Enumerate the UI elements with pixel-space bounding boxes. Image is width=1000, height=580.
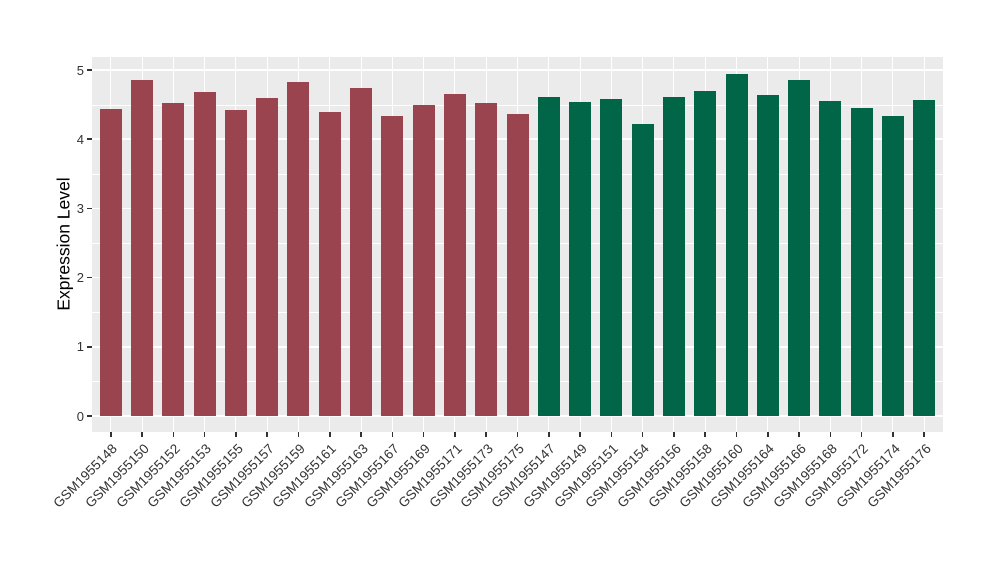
y-tick-label-4: 4 [76,131,84,147]
bar-GSM1955152 [162,103,185,416]
plot-panel [92,57,943,432]
bar-GSM1955166 [788,80,811,416]
bar-GSM1955155 [224,110,247,416]
bar-GSM1955167 [381,115,404,416]
y-tick-mark-3 [87,207,92,210]
x-tick-mark-GSM1955150 [141,432,143,437]
y-tick-label-2: 2 [76,270,84,286]
x-tick-mark-GSM1955168 [829,432,832,437]
bar-GSM1955158 [694,90,717,416]
x-tick-mark-GSM1955171 [454,432,456,437]
x-tick-mark-GSM1955148 [110,432,112,437]
x-tick-mark-GSM1955154 [641,432,644,437]
x-tick-mark-GSM1955161 [329,432,331,437]
x-tick-mark-GSM1955176 [923,432,925,437]
bar-GSM1955147 [537,96,560,416]
bar-GSM1955173 [475,103,498,416]
bar-GSM1955154 [631,123,654,416]
bar-GSM1955172 [850,108,873,416]
bar-GSM1955163 [350,87,373,416]
x-tick-mark-GSM1955147 [548,432,550,437]
bar-GSM1955169 [412,104,435,416]
y-tick-mark-1 [87,346,92,348]
bar-GSM1955149 [569,101,592,416]
x-tick-mark-GSM1955159 [297,432,300,437]
bar-GSM1955159 [287,81,310,416]
x-tick-mark-GSM1955172 [860,432,863,437]
x-tick-mark-GSM1955163 [360,432,362,437]
bar-GSM1955160 [725,74,748,416]
x-tick-mark-GSM1955174 [892,432,894,437]
bar-GSM1955164 [756,94,779,416]
y-tick-mark-0 [87,415,92,417]
y-tick-label-5: 5 [76,62,84,78]
x-tick-mark-GSM1955160 [735,432,738,437]
y-tick-mark-4 [87,138,92,140]
bar-GSM1955151 [600,99,623,416]
bar-GSM1955171 [443,93,466,416]
bar-GSM1955148 [99,109,122,416]
x-tick-mark-GSM1955175 [516,432,519,437]
y-tick-mark-5 [87,69,92,71]
bar-GSM1955156 [662,96,685,416]
x-tick-mark-GSM1955151 [610,432,613,437]
x-tick-mark-GSM1955166 [798,432,800,437]
y-tick-mark-2 [87,276,92,279]
x-tick-mark-GSM1955167 [391,432,394,437]
x-tick-mark-GSM1955156 [673,432,675,437]
bar-GSM1955153 [193,92,216,416]
bar-GSM1955175 [506,113,529,416]
x-tick-mark-GSM1955158 [704,432,706,437]
y-axis-title: Expression Level [53,177,74,311]
x-tick-mark-GSM1955157 [266,432,268,437]
x-tick-mark-GSM1955173 [485,432,487,437]
bar-GSM1955174 [881,116,904,416]
bar-GSM1955176 [913,100,936,416]
x-tick-mark-GSM1955164 [767,432,769,437]
bar-GSM1955161 [318,112,341,416]
bar-GSM1955150 [131,79,154,416]
y-tick-label-3: 3 [76,200,84,216]
x-tick-mark-GSM1955152 [172,432,175,437]
x-tick-mark-GSM1955155 [235,432,237,437]
x-tick-mark-GSM1955169 [422,432,425,437]
x-tick-mark-GSM1955149 [579,432,581,437]
bar-GSM1955168 [819,101,842,416]
x-tick-mark-GSM1955153 [203,432,206,437]
y-tick-label-0: 0 [76,408,84,424]
bar-GSM1955157 [256,98,279,416]
y-tick-label-1: 1 [76,339,84,355]
